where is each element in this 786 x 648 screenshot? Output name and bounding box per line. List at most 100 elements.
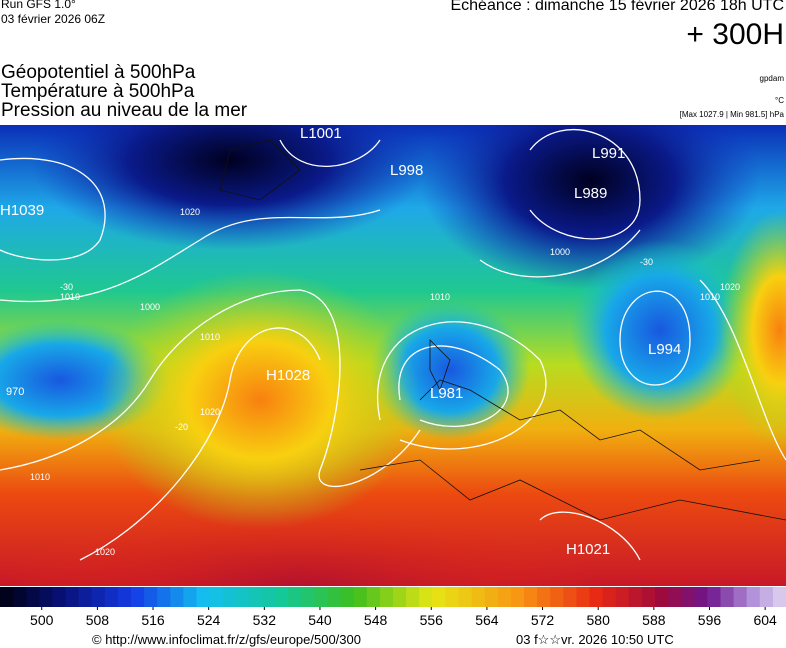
- map-label: 1020: [95, 547, 115, 557]
- unit-label: gpdam: [759, 74, 784, 83]
- map-label: H1021: [566, 541, 610, 558]
- colorbar-cell: [340, 587, 355, 607]
- colorbar-label: 580: [587, 612, 611, 628]
- map-label: 1020: [720, 282, 740, 292]
- map-label: 1010: [430, 292, 450, 302]
- colorbar-cell: [183, 587, 197, 607]
- colorbar-cell: [301, 587, 315, 607]
- map-label: 1010: [60, 292, 80, 302]
- unit-label: [Max 1027.9 | Min 981.5] hPa: [679, 110, 784, 119]
- colorbar-label: 500: [30, 612, 54, 628]
- field-label: Pression au niveau de la mer: [1, 100, 248, 121]
- colorbar-cell: [248, 587, 263, 607]
- colorbar-cell: [262, 587, 276, 607]
- colorbar-cell: [615, 587, 630, 607]
- colorbar-cell: [288, 587, 302, 607]
- lead-time: + 300H: [686, 18, 784, 51]
- colorbar-label: 516: [141, 612, 165, 628]
- colorbar-cell: [314, 587, 328, 607]
- map-label: 1010: [700, 292, 720, 302]
- colorbar-cell: [524, 587, 538, 607]
- colorbar-label: 524: [197, 612, 221, 628]
- colorbar-cell: [602, 587, 617, 607]
- colorbar-cell: [497, 587, 512, 607]
- colorbar-cell: [537, 587, 551, 607]
- map-label: 1010: [30, 472, 50, 482]
- colorbar-cell: [720, 587, 735, 607]
- colorbar-label: 588: [642, 612, 666, 628]
- map-label: L994: [648, 341, 681, 358]
- valid-time: Echéance : dimanche 15 février 2026 18h …: [450, 0, 784, 14]
- map-label: L991: [592, 145, 625, 162]
- colorbar-cell: [406, 587, 420, 607]
- colorbar-cell: [327, 587, 342, 607]
- colorbar-cell: [458, 587, 473, 607]
- colorbar-cell: [39, 587, 53, 607]
- colorbar-cell: [209, 587, 224, 607]
- colorbar-cell: [576, 587, 590, 607]
- colorbar-cell: [78, 587, 93, 607]
- map-label: 970: [6, 386, 24, 398]
- map-label: L1001: [300, 125, 342, 142]
- colorbar-cell: [196, 587, 211, 607]
- colorbar-cell: [628, 587, 643, 607]
- colorbar-cell: [131, 587, 145, 607]
- colorbar-cell: [157, 587, 171, 607]
- map-label: H1028: [266, 367, 310, 384]
- colorbar-cell: [445, 587, 459, 607]
- colorbar-cell: [432, 587, 446, 607]
- map-label: L989: [574, 185, 607, 202]
- colorbar-cell: [52, 587, 66, 607]
- colorbar-cell: [91, 587, 106, 607]
- colorbar-cell: [26, 587, 40, 607]
- colorbar-cell: [589, 587, 604, 607]
- colorbar-label: 572: [531, 612, 555, 628]
- map-label: 1000: [550, 247, 570, 257]
- colorbar-cell: [170, 587, 184, 607]
- colorbar-cell: [393, 587, 407, 607]
- colorbar-cell: [275, 587, 289, 607]
- map-label: 1020: [200, 407, 220, 417]
- colorbar-cell: [550, 587, 564, 607]
- field-label: Température à 500hPa: [1, 81, 195, 102]
- colorbar-cell: [733, 587, 748, 607]
- colorbar-label: 548: [364, 612, 388, 628]
- colorbar-cell: [655, 587, 669, 607]
- colorbar-cell: [746, 587, 761, 607]
- run-label: Run GFS 1.0°: [1, 0, 76, 11]
- colorbar-label: 556: [420, 612, 444, 628]
- colorbar-label: 532: [253, 612, 277, 628]
- map-label: -30: [60, 282, 73, 292]
- colorbar-cell: [144, 587, 158, 607]
- colorbar-label: 604: [753, 612, 777, 628]
- map-label: -20: [175, 422, 188, 432]
- colorbar-cell: [366, 587, 381, 607]
- colorbar-cell: [117, 587, 132, 607]
- colorbar-cell: [510, 587, 525, 607]
- colorbar-label: 540: [308, 612, 332, 628]
- colorbar-cell: [668, 587, 682, 607]
- map-label: L998: [390, 162, 423, 179]
- colorbar-cell: [222, 587, 237, 607]
- map-label: L981: [430, 385, 463, 402]
- map-label: 1010: [200, 332, 220, 342]
- unit-label: °C: [775, 96, 784, 105]
- colorbar-label: 508: [86, 612, 110, 628]
- colorbar-cell: [772, 587, 786, 607]
- field-label: Géopotentiel à 500hPa: [1, 62, 196, 83]
- colorbar-cell: [471, 587, 486, 607]
- source-link[interactable]: © http://www.infoclimat.fr/z/gfs/europe/…: [92, 632, 361, 647]
- colorbar-cell: [707, 587, 721, 607]
- map-label: H1039: [0, 202, 44, 219]
- colorbar-cell: [65, 587, 80, 607]
- map-label: -30: [640, 257, 653, 267]
- map-label: 1000: [140, 302, 160, 312]
- run-date: 03 février 2026 06Z: [1, 12, 106, 26]
- colorbar-label: 596: [698, 612, 722, 628]
- colorbar-cell: [13, 587, 27, 607]
- colorbar-cell: [0, 587, 14, 607]
- colorbar-cell: [379, 587, 394, 607]
- colorbar-cell: [419, 587, 433, 607]
